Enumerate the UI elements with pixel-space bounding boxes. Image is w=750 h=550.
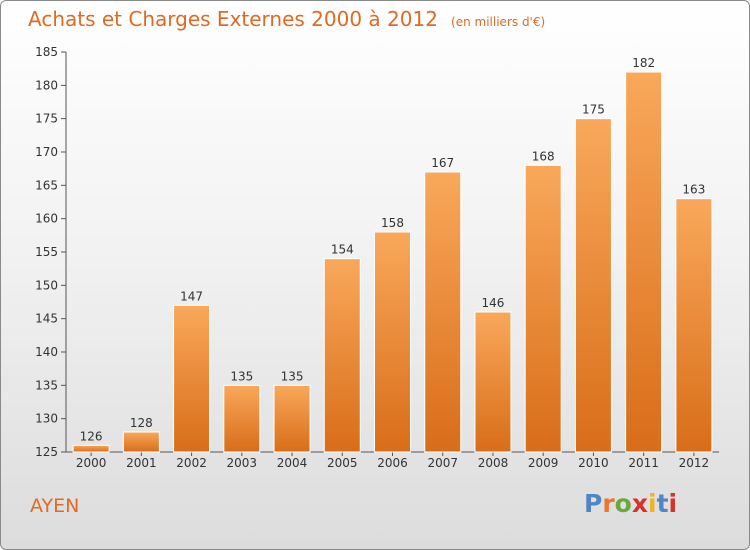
bar [524,164,562,453]
x-tick-label: 2005 [327,456,358,470]
bar [574,118,612,453]
logo-letter: t [656,489,669,518]
y-tick-label: 130 [35,412,58,426]
x-tick-label: 2011 [628,456,659,470]
logo-letter: x [631,489,648,518]
y-tick-label: 150 [35,278,58,292]
logo-letter: P [584,489,603,518]
chart-unit: (en milliers d'€) [451,15,546,29]
bar [72,444,110,453]
x-tick-label: 2001 [126,456,157,470]
bar [273,384,311,453]
x-tick-label: 2008 [478,456,509,470]
bar-value-label: 163 [682,183,705,197]
bar-value-label: 135 [230,369,253,383]
y-tick-label: 160 [35,212,58,226]
bar-value-label: 126 [80,429,103,443]
bar-value-label: 146 [482,296,505,310]
city-name: AYEN [30,495,80,517]
y-tick-label: 155 [35,245,58,259]
bar [374,231,411,453]
x-tick-label: 2010 [578,456,609,470]
y-tick-label: 165 [35,178,58,192]
bar [223,384,261,453]
bar [424,171,462,453]
x-tick-label: 2002 [176,456,207,470]
y-tick-label: 180 [35,78,58,92]
y-tick-label: 175 [35,112,58,126]
logo-letter: i [648,489,657,518]
bar-value-label: 167 [431,156,454,170]
bar [122,431,160,453]
x-tick-label: 2012 [679,456,710,470]
chart-bars [72,71,713,453]
chart-title: Achats et Charges Externes 2000 à 2012 [28,7,438,31]
bar-value-label: 182 [632,56,655,70]
y-tick-label: 145 [35,312,58,326]
chart-axes: 125 130 135 140 145 150 155 160 165 170 175 180 185 2… [35,45,719,470]
bar-value-label: 128 [130,416,153,430]
y-tick-label: 125 [35,445,58,459]
chart-title-block: Achats et Charges Externes 2000 à 2012 (… [28,7,545,31]
bar-value-label: 154 [331,243,354,257]
bar-value-label: 135 [281,369,304,383]
bar-value-label: 175 [582,103,605,117]
logo-letter: i [668,489,678,518]
bar-value-label: 168 [532,149,555,163]
x-tick-label: 2000 [76,456,107,470]
bar [173,304,211,453]
logo-letter: r [602,489,615,518]
y-tick-label: 135 [35,378,58,392]
y-tick-label: 140 [35,345,58,359]
y-tick-label: 185 [35,45,58,59]
x-tick-label: 2003 [227,456,258,470]
proxiti-logo: Proxiti [584,489,677,518]
bar-value-label: 147 [180,289,203,303]
chart-value-labels: 126 128 147 135 135 154 158 167 146 168 175 182 163 [80,56,706,443]
y-tick-label: 170 [35,145,58,159]
x-tick-label: 2004 [277,456,308,470]
bar [625,71,663,453]
x-tick-label: 2006 [377,456,408,470]
x-tick-label: 2007 [427,456,458,470]
bar [675,198,713,453]
logo-letter: o [614,489,632,518]
bar [474,311,512,453]
bar [323,258,361,453]
bar-value-label: 158 [381,216,404,230]
x-tick-label: 2009 [528,456,559,470]
